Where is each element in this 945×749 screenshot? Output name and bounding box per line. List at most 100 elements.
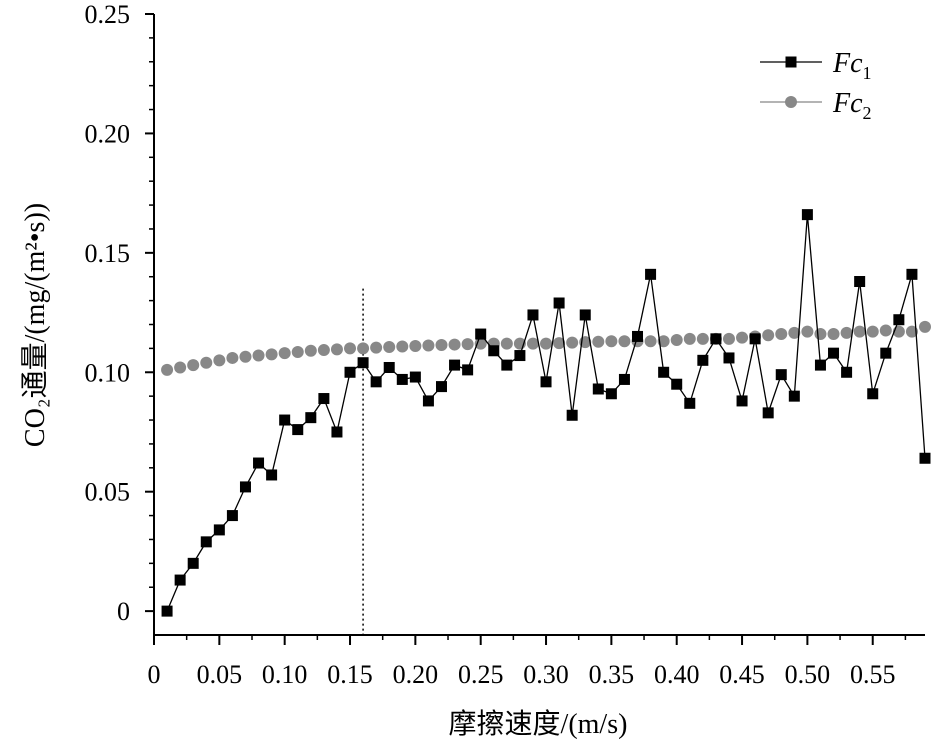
data-point-fc2 (566, 336, 579, 349)
data-point-fc1 (213, 524, 225, 536)
data-point-fc2 (775, 328, 788, 341)
data-point-fc1 (605, 388, 617, 400)
data-point-fc1 (266, 469, 278, 481)
data-point-fc1 (318, 393, 330, 405)
data-point-fc1 (435, 381, 447, 393)
data-point-fc1 (697, 354, 709, 366)
data-point-fc1 (645, 268, 657, 280)
data-point-fc1 (305, 412, 317, 424)
data-point-fc1 (174, 574, 186, 586)
x-tick-label: 0.40 (654, 660, 700, 689)
data-point-fc2 (853, 325, 866, 338)
data-point-fc1 (475, 328, 487, 340)
data-point-fc1 (331, 426, 343, 438)
data-point-fc1 (396, 373, 408, 385)
data-point-fc2 (317, 344, 330, 357)
data-point-fc2 (736, 331, 749, 344)
data-point-fc1 (540, 376, 552, 388)
data-point-fc2 (905, 325, 918, 338)
data-point-fc2 (919, 320, 931, 333)
data-point-fc2 (435, 339, 448, 352)
series-group (161, 209, 931, 617)
data-point-fc1 (919, 452, 931, 464)
data-point-fc2 (670, 334, 683, 347)
y-tick-label: 0.15 (85, 239, 131, 268)
data-point-fc2 (448, 338, 461, 351)
data-point-fc1 (527, 309, 539, 321)
data-point-fc1 (841, 366, 853, 378)
legend-marker-fc1 (785, 56, 797, 68)
data-point-fc2 (722, 332, 735, 345)
data-point-fc2 (213, 354, 226, 367)
data-point-fc2 (827, 328, 840, 341)
data-point-fc1 (710, 333, 722, 345)
data-point-fc1 (279, 414, 291, 426)
data-point-fc2 (814, 328, 827, 341)
x-tick-label: 0 (148, 660, 161, 689)
data-point-fc2 (801, 325, 814, 338)
data-point-fc1 (161, 605, 173, 617)
data-point-fc2 (174, 361, 187, 374)
data-point-fc2 (226, 351, 239, 364)
axes: 0 0.05 0.10 0.15 0.20 0.25 0.30 0.35 0.40 0.45 0.5… (85, 0, 925, 689)
y-tick-label: 0.25 (85, 0, 131, 29)
data-point-fc1 (488, 345, 500, 357)
data-point-fc2 (357, 342, 370, 355)
data-point-fc1 (814, 359, 826, 371)
data-point-fc1 (854, 276, 866, 288)
legend-marker-fc2 (785, 96, 797, 108)
data-point-fc1 (514, 350, 526, 362)
data-point-fc2 (526, 337, 539, 350)
data-point-fc2 (278, 347, 291, 360)
data-point-fc2 (657, 335, 670, 348)
data-point-fc1 (357, 357, 369, 369)
data-point-fc2 (696, 332, 709, 345)
data-point-fc2 (409, 339, 422, 352)
data-point-fc2 (200, 356, 213, 369)
data-point-fc2 (383, 340, 396, 353)
x-tick-label: 0.10 (262, 660, 308, 689)
x-tick-label: 0.05 (197, 660, 243, 689)
data-point-fc1 (736, 395, 748, 407)
data-point-fc1 (344, 366, 356, 378)
y-tick-label: 0 (117, 597, 130, 626)
x-tick-label: 0.35 (589, 660, 635, 689)
data-point-fc1 (253, 457, 265, 469)
data-point-fc1 (867, 388, 879, 400)
data-point-fc2 (461, 338, 474, 351)
data-point-fc1 (906, 268, 918, 280)
data-point-fc2 (304, 344, 317, 357)
data-point-fc1 (422, 395, 434, 407)
x-tick-label: 0.20 (393, 660, 439, 689)
legend-subscript-fc1: 1 (863, 63, 872, 83)
data-point-fc1 (828, 347, 840, 359)
data-point-fc1 (880, 347, 892, 359)
x-tick-label: 0.55 (850, 660, 896, 689)
data-point-fc2 (291, 345, 304, 358)
data-point-fc1 (632, 330, 644, 342)
data-point-fc1 (775, 369, 787, 381)
data-point-fc2 (265, 348, 278, 361)
data-point-fc1 (723, 352, 735, 364)
data-point-fc1 (749, 333, 761, 345)
data-point-fc1 (566, 409, 578, 421)
x-axis-title: 摩擦速度/(m/s) (449, 708, 628, 740)
data-point-fc1 (658, 366, 670, 378)
data-point-fc1 (801, 209, 813, 221)
data-point-fc1 (501, 359, 513, 371)
data-point-fc1 (292, 424, 304, 436)
data-point-fc2 (187, 359, 200, 372)
data-point-fc1 (187, 557, 199, 569)
data-point-fc1 (409, 371, 421, 383)
data-point-fc2 (879, 324, 892, 337)
data-point-fc2 (540, 337, 553, 350)
x-tick-label: 0.15 (327, 660, 373, 689)
data-point-fc1 (684, 397, 696, 409)
legend-label-fc1: Fc1 (832, 48, 872, 83)
data-point-fc2 (866, 325, 879, 338)
data-point-fc2 (344, 342, 357, 355)
data-point-fc2 (788, 326, 801, 339)
data-point-fc2 (605, 335, 618, 348)
y-tick-label: 0.10 (85, 358, 131, 387)
